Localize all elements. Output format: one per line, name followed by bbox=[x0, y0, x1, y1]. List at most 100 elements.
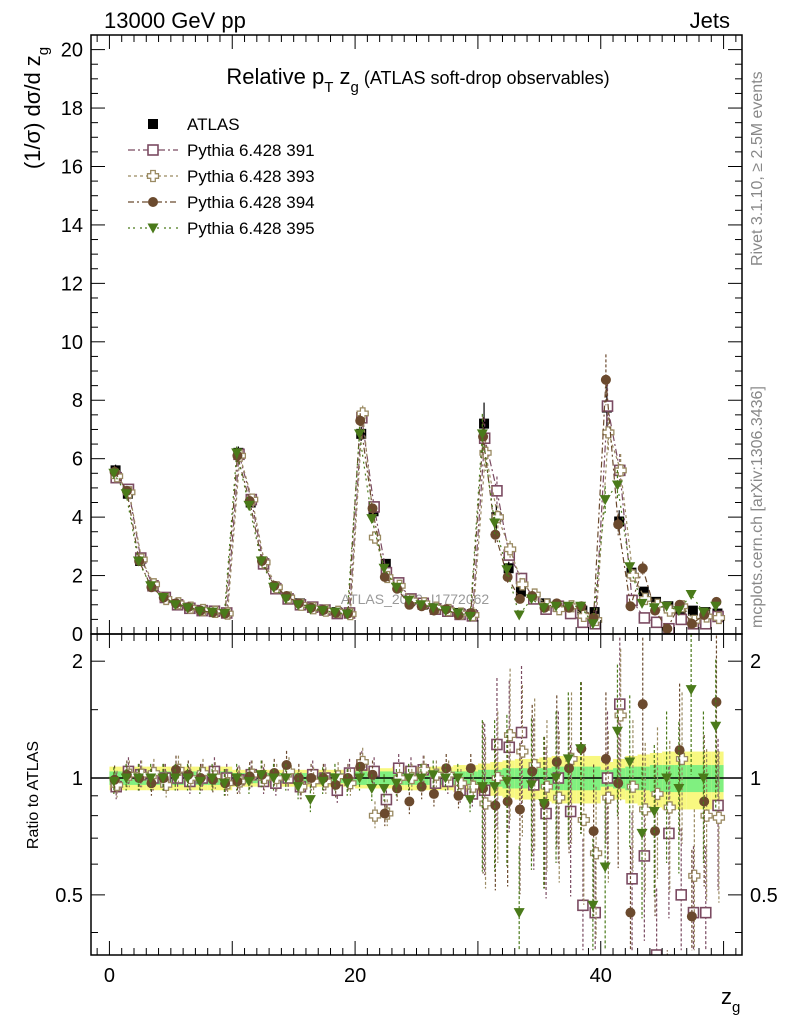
data-point bbox=[515, 586, 526, 597]
data-point bbox=[589, 607, 600, 618]
ratio-point bbox=[699, 796, 710, 807]
data-point bbox=[390, 582, 402, 593]
ratio-point bbox=[625, 907, 636, 918]
ratio-point bbox=[453, 790, 464, 801]
series-pythia-6-428-395 bbox=[108, 413, 722, 630]
y-tick-label: 6 bbox=[72, 449, 83, 471]
ratio-point bbox=[674, 745, 685, 756]
data-point bbox=[268, 582, 280, 593]
legend-marker bbox=[148, 197, 158, 207]
data-point bbox=[611, 480, 623, 491]
ratio-point bbox=[661, 773, 673, 784]
ratio-point bbox=[169, 773, 181, 784]
ratio-point bbox=[525, 780, 537, 791]
ratio-point bbox=[329, 773, 341, 784]
ratio-point bbox=[306, 773, 317, 784]
data-point bbox=[650, 616, 663, 629]
data-point bbox=[638, 612, 651, 624]
data-point bbox=[354, 429, 366, 440]
ratio-point bbox=[132, 773, 144, 784]
ratio-y-tick-label-right: 2 bbox=[750, 651, 761, 673]
ratio-point bbox=[380, 793, 393, 806]
ratio-y-tick-label-right: 1 bbox=[750, 768, 761, 790]
data-point bbox=[673, 606, 685, 617]
ratio-point bbox=[577, 813, 590, 827]
y-tick-label: 0 bbox=[72, 624, 83, 646]
data-point bbox=[157, 592, 169, 603]
data-point bbox=[355, 415, 366, 426]
ratio-point bbox=[564, 805, 577, 818]
ratio-point bbox=[577, 899, 589, 912]
ratio-point bbox=[550, 773, 562, 784]
ratio-point bbox=[516, 745, 529, 758]
data-point bbox=[479, 418, 490, 429]
ratio-point bbox=[515, 726, 528, 739]
ratio-point bbox=[282, 765, 296, 778]
legend-label: Pythia 6.428 391 bbox=[187, 141, 315, 160]
y-axis-label-ratio: Ratio to ATLAS bbox=[25, 741, 42, 849]
ratio-series-pythia-6-428-395 bbox=[108, 634, 722, 951]
ratio-point bbox=[404, 796, 415, 807]
ratio-point bbox=[639, 803, 652, 816]
ratio-point bbox=[600, 753, 611, 764]
ratio-point bbox=[540, 780, 554, 793]
data-point bbox=[710, 601, 722, 612]
ratio-point bbox=[626, 780, 640, 793]
data-point bbox=[341, 609, 353, 620]
ratio-point bbox=[650, 949, 663, 955]
data-point bbox=[601, 400, 614, 412]
process-label: Jets bbox=[690, 8, 730, 33]
ratio-point bbox=[415, 773, 427, 784]
legend-marker bbox=[146, 169, 160, 183]
ratio-point bbox=[476, 782, 488, 793]
ratio-point bbox=[490, 800, 501, 811]
legend-marker bbox=[147, 144, 159, 156]
rivet-version-label: Rivet 3.1.10, ≥ 2.5M events bbox=[749, 71, 766, 266]
ratio-point bbox=[441, 763, 452, 774]
ratio-point bbox=[637, 699, 648, 710]
ratio-point bbox=[454, 777, 468, 790]
y-tick-label: 8 bbox=[72, 390, 83, 412]
ratio-point bbox=[624, 757, 636, 768]
ratio-point bbox=[501, 776, 513, 787]
y-tick-label: 20 bbox=[61, 40, 83, 62]
data-point bbox=[503, 543, 517, 556]
data-point bbox=[378, 563, 390, 574]
data-point bbox=[491, 510, 504, 524]
ratio-point bbox=[145, 773, 157, 784]
ratio-point bbox=[157, 773, 169, 784]
data-point bbox=[624, 562, 636, 573]
ratio-point bbox=[540, 807, 552, 820]
ratio-point bbox=[390, 778, 402, 789]
ratio-point bbox=[368, 809, 382, 822]
data-point bbox=[712, 611, 726, 625]
ratio-point bbox=[489, 782, 501, 793]
ratio-point bbox=[427, 770, 439, 781]
mcplots-label: mcplots.cern.ch [arXiv:1306.3436] bbox=[749, 386, 766, 628]
ratio-point bbox=[182, 773, 194, 784]
data-point bbox=[636, 598, 648, 609]
ratio-y-tick-label-right: 0.5 bbox=[750, 885, 778, 907]
ratio-point bbox=[341, 778, 353, 789]
ratio-y-tick-label: 0.5 bbox=[55, 885, 83, 907]
ratio-point bbox=[170, 764, 181, 775]
ratio-point bbox=[551, 756, 562, 767]
ratio-point bbox=[503, 741, 516, 754]
data-point bbox=[439, 606, 451, 617]
ratio-point bbox=[562, 754, 574, 765]
data-point bbox=[562, 601, 574, 612]
data-point bbox=[525, 594, 537, 605]
legend-label: ATLAS bbox=[187, 115, 240, 134]
data-point bbox=[366, 514, 378, 525]
x-tick-label: 40 bbox=[590, 965, 612, 987]
ratio-point bbox=[564, 763, 575, 774]
legend-item: Pythia 6.428 394 bbox=[128, 193, 315, 212]
data-point bbox=[379, 572, 390, 583]
ratio-point bbox=[464, 795, 476, 806]
ratio-point bbox=[697, 773, 709, 784]
data-point bbox=[637, 563, 648, 574]
data-point bbox=[476, 429, 488, 440]
legend-label: Pythia 6.428 393 bbox=[187, 167, 315, 186]
ratio-point bbox=[613, 778, 624, 789]
